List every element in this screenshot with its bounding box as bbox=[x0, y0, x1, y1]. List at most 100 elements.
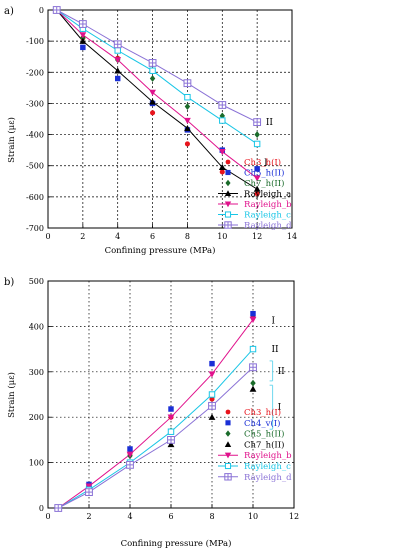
panel-a-point-Ch7_h(II)-4 bbox=[184, 103, 191, 110]
panel-b-ytick-label-0: 0 bbox=[39, 504, 44, 513]
panel-b-xlabel: Confining pressure (MPa) bbox=[121, 538, 232, 549]
panel-a-point-Rayleigh_a-3 bbox=[149, 98, 156, 105]
panel-a-ytick-label-6: -600 bbox=[26, 193, 44, 202]
panel-b-point-Ch4_v(I)-4 bbox=[209, 360, 215, 367]
panel-a-point-Ch3_h(I)-5 bbox=[219, 169, 225, 175]
panel-b-xtick-label-5: 10 bbox=[248, 512, 258, 521]
panel-b-legend-marker-3 bbox=[224, 441, 232, 447]
panel-a-point-Rayleigh_b-5 bbox=[218, 148, 226, 156]
panel-a-point-Rayleigh_a-6 bbox=[253, 185, 261, 192]
panel-a-ytick-label-7: -700 bbox=[26, 224, 44, 233]
panel-b-point-Rayleigh_b-3 bbox=[167, 414, 175, 421]
panel-a-xtick-label-5: 10 bbox=[217, 232, 227, 241]
panel-a-point-Rayleigh_d-2 bbox=[113, 40, 122, 49]
panel-b-line-Rayleigh_c bbox=[58, 348, 254, 509]
panel-a-point-Ch7_h(II)-6 bbox=[254, 131, 260, 138]
panel-a-line-Rayleigh_c bbox=[56, 9, 258, 145]
panel-a-point-Ch5_h(II)-6 bbox=[254, 166, 260, 172]
panel-b-line-Rayleigh_d bbox=[58, 366, 254, 509]
panel-b-legend-label-5: Rayleigh_c bbox=[244, 462, 291, 472]
panel-a-ytick-label-2: -200 bbox=[26, 68, 44, 77]
panel-a-point-Ch7_h(II)-3 bbox=[149, 75, 156, 82]
panel-a-point-Rayleigh_c-6 bbox=[253, 140, 261, 148]
panel-b-xtick-label-6: 12 bbox=[289, 512, 299, 521]
panel-b-legend-marker-2 bbox=[225, 430, 231, 437]
panel-a-point-Rayleigh_a-5 bbox=[218, 163, 226, 170]
panel-b-point-Rayleigh_b-2 bbox=[126, 451, 134, 458]
panel-a-point-Ch3_h(I)-6 bbox=[254, 191, 260, 197]
panel-b-point-Rayleigh_c-3 bbox=[167, 428, 175, 435]
panel-a-ytick-label-1: -100 bbox=[26, 37, 44, 46]
panel-a-ytick-label-5: -500 bbox=[26, 162, 44, 171]
panel-b-point-Ch7_h(II)-4 bbox=[208, 413, 216, 420]
panel-a-point-Rayleigh_d-3 bbox=[148, 59, 157, 67]
panel-b-point-Ch4_v(I)-2 bbox=[127, 446, 133, 452]
panel-b-point-Rayleigh_d-1 bbox=[85, 488, 93, 497]
panel-a-point-Rayleigh_c-5 bbox=[219, 117, 226, 124]
panel-b-ytick-label-4: 400 bbox=[29, 322, 44, 331]
panel-b-ytick-label-1: 100 bbox=[29, 459, 44, 468]
panel-a-point-Ch5_h(II)-2 bbox=[114, 75, 121, 82]
panel-a-point-Rayleigh_a-4 bbox=[184, 124, 191, 132]
panel-a-point-Ch5_h(II)-1 bbox=[80, 44, 86, 51]
panel-a-point-Rayleigh_c-3 bbox=[149, 67, 156, 74]
panel-b-point-Ch4_v(I)-3 bbox=[168, 406, 174, 412]
panel-a-legend-label-0: Ch3_h(I) bbox=[244, 157, 281, 168]
panel-a-point-Rayleigh_d-1 bbox=[78, 20, 87, 28]
panel-b-point-Ch7_h(II)-3 bbox=[167, 441, 175, 448]
panel-a-point-Rayleigh_b-1 bbox=[79, 32, 87, 39]
panel-b-point-Rayleigh_c-5 bbox=[249, 345, 257, 353]
panel-a-xtick-label-2: 4 bbox=[115, 232, 120, 241]
panel-a-legend-label-5: Rayleigh_c bbox=[244, 211, 291, 221]
panel-b-ylabel: Strain (με) bbox=[6, 372, 17, 418]
panel-a-point-Rayleigh_c-4 bbox=[184, 93, 191, 101]
panel-a-chart: a) Strain (με) Confining pressure (MPa) … bbox=[4, 6, 297, 256]
panel-b-legend-label-1: Ch4_v(I) bbox=[244, 418, 280, 429]
panel-b-chart: b) Strain (με) Confining pressure (MPa) … bbox=[4, 277, 299, 549]
panel-a-plot-frame bbox=[47, 9, 293, 229]
panel-b-annotation-1: II bbox=[271, 345, 279, 355]
panel-a-point-Rayleigh_d-5 bbox=[218, 101, 227, 109]
panel-a-ytick-label-0: 0 bbox=[39, 6, 44, 15]
panel-b-point-Rayleigh_b-1 bbox=[85, 483, 93, 490]
panel-b-ytick-label-2: 200 bbox=[29, 413, 44, 422]
panel-a-legend-label-6: Rayleigh_d bbox=[244, 221, 292, 231]
panel-b-xtick-label-3: 6 bbox=[168, 512, 173, 521]
panel-a-point-Rayleigh_d-0 bbox=[52, 6, 61, 14]
panel-b-xtick-label-2: 4 bbox=[127, 512, 132, 521]
panel-a-point-Rayleigh_b-3 bbox=[149, 89, 156, 96]
panel-b-point-Rayleigh_d-5 bbox=[249, 363, 257, 372]
panel-a-legend-marker-5 bbox=[224, 211, 232, 218]
panel-b-ytick-label-3: 300 bbox=[29, 368, 44, 377]
panel-a-ytick-label-4: -400 bbox=[26, 131, 44, 140]
panel-a-xtick-label-3: 6 bbox=[150, 232, 155, 241]
panel-b-xtick-label-1: 2 bbox=[86, 512, 91, 521]
panel-b-line-Rayleigh_b bbox=[58, 319, 254, 509]
panel-a-annotation-0: I bbox=[264, 159, 268, 169]
panel-a-legend-label-3: Rayleigh_a bbox=[244, 190, 291, 200]
panel-a-line-Rayleigh_b bbox=[56, 9, 258, 179]
panel-b-legend-marker-0 bbox=[225, 409, 231, 415]
panel-a-xlabel: Confining pressure (MPa) bbox=[105, 245, 216, 256]
panel-b-legend-marker-5 bbox=[224, 462, 232, 470]
panel-b-point-Rayleigh_d-0 bbox=[54, 504, 63, 512]
panel-a-legend-marker-0 bbox=[225, 159, 231, 165]
panel-b-legend-marker-4 bbox=[224, 452, 232, 459]
panel-b-legend-label-3: Ch7_h(II) bbox=[244, 439, 284, 450]
panel-a-point-Ch3_h(I)-4 bbox=[184, 141, 190, 147]
panel-a-annotation-1: II bbox=[266, 118, 274, 128]
panel-b-xtick-label-4: 8 bbox=[209, 512, 214, 521]
panel-b-label: b) bbox=[4, 277, 14, 288]
panel-b-legend-label-6: Rayleigh_d bbox=[244, 473, 292, 483]
panel-a-legend-marker-2 bbox=[225, 179, 231, 187]
panel-b-point-Rayleigh_c-4 bbox=[208, 391, 216, 398]
panel-a-label: a) bbox=[4, 6, 14, 17]
panel-b-point-Rayleigh_d-3 bbox=[167, 436, 175, 444]
panel-b-legend-marker-6 bbox=[224, 473, 232, 481]
panel-a-legend-marker-6 bbox=[224, 221, 232, 229]
panel-b-annotation-0: I bbox=[271, 316, 275, 326]
panel-a-legend-marker-3 bbox=[224, 190, 232, 197]
panel-a-legend-label-4: Rayleigh_b bbox=[244, 200, 292, 210]
panel-b-point-Rayleigh_b-4 bbox=[208, 371, 216, 378]
